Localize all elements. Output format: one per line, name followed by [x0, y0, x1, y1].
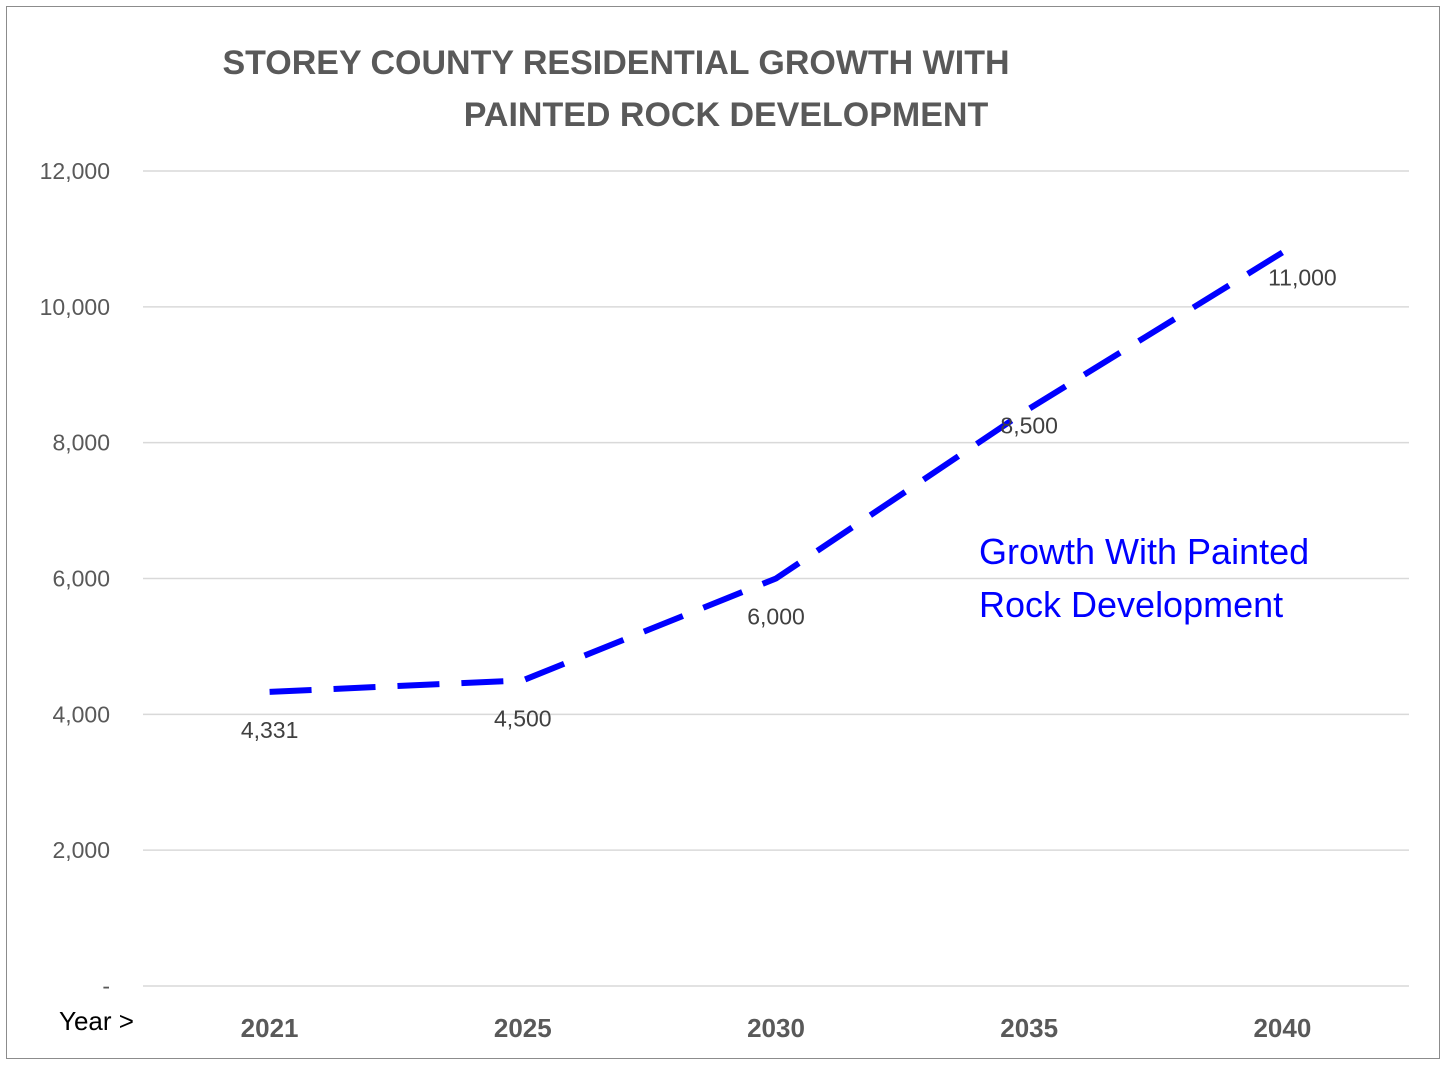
- data-label: 11,000: [1268, 265, 1337, 291]
- y-tick-label: 12,000: [40, 158, 110, 184]
- annotation-line-2: Rock Development: [979, 584, 1283, 625]
- y-tick-label: -: [102, 973, 110, 999]
- chart-title-line-1: STOREY COUNTY RESIDENTIAL GROWTH WITH: [222, 44, 1009, 82]
- y-tick-label: 6,000: [52, 566, 110, 592]
- series-line: [269, 249, 1284, 695]
- gridlines: [143, 170, 1409, 987]
- x-tick-label: 2040: [1253, 1013, 1311, 1043]
- chart-frame: STOREY COUNTY RESIDENTIAL GROWTH WITH PA…: [6, 6, 1440, 1059]
- y-tick-label: 8,000: [52, 430, 110, 456]
- y-tick-label: 2,000: [52, 837, 110, 863]
- y-tick-label: 10,000: [40, 294, 110, 320]
- x-axis-prefix: Year >: [59, 1006, 134, 1036]
- x-tick-label: 2025: [494, 1013, 552, 1043]
- chart-title-line-2: PAINTED ROCK DEVELOPMENT: [464, 96, 989, 134]
- data-labels: 4,331 4,500 6,000 8,500 11,000: [241, 265, 1337, 743]
- x-tick-label: 2030: [747, 1013, 805, 1043]
- data-label: 4,331: [241, 717, 299, 743]
- data-label: 4,500: [494, 705, 552, 731]
- x-tick-label: 2035: [1000, 1013, 1058, 1043]
- series-growth: [269, 249, 1284, 695]
- x-tick-label: 2021: [241, 1013, 299, 1043]
- x-axis-tick-labels: 2021 2025 2030 2035 2040: [241, 1013, 1312, 1043]
- line-chart: STOREY COUNTY RESIDENTIAL GROWTH WITH PA…: [40, 44, 1409, 1043]
- y-axis-tick-labels: - 2,000 4,000 6,000 8,000 10,000 12,000: [40, 158, 110, 999]
- data-label: 8,500: [1000, 413, 1058, 439]
- data-label: 6,000: [747, 604, 805, 630]
- series-annotation: Growth With Painted Rock Development: [979, 531, 1309, 625]
- annotation-line-1: Growth With Painted: [979, 531, 1309, 572]
- chart-title: STOREY COUNTY RESIDENTIAL GROWTH WITH PA…: [222, 44, 1009, 134]
- data-point: [522, 679, 524, 681]
- y-tick-label: 4,000: [52, 701, 110, 727]
